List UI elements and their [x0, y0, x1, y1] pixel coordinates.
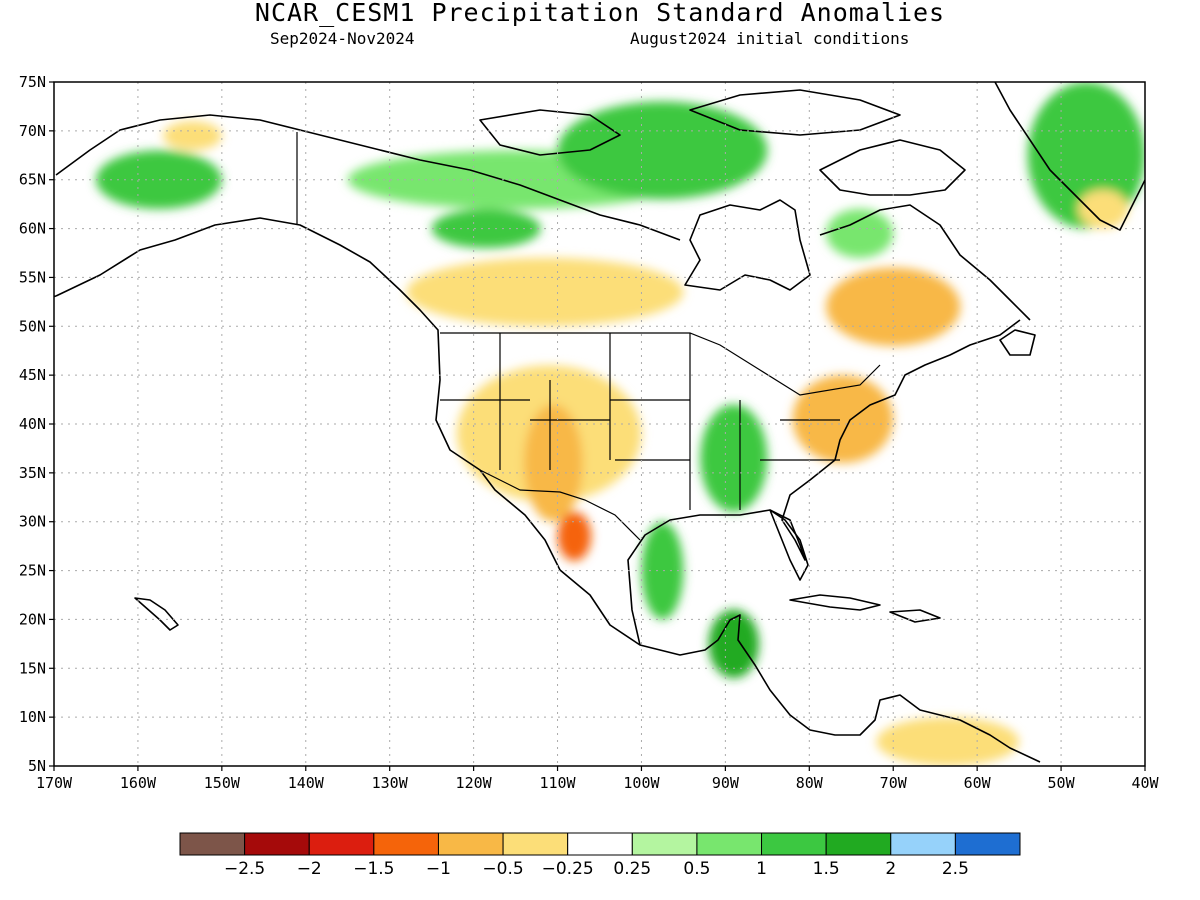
lat-tick-label: 75N [19, 73, 46, 91]
lon-tick-label: 100W [623, 774, 660, 792]
graticule-grid [54, 82, 1145, 766]
political-borders [296, 132, 881, 541]
lat-tick-label: 65N [19, 171, 46, 189]
colorbar-label: 1.5 [813, 859, 840, 879]
florida [769, 509, 809, 581]
anomaly-northeast-us-dry [792, 375, 894, 464]
anomaly-greenland-wet [1027, 82, 1145, 229]
colorbar-swatch [631, 832, 698, 856]
newfoundland [999, 329, 1036, 356]
lon-tick-label: 60W [964, 774, 992, 792]
colorbar-swatch [502, 832, 569, 856]
axis-ticks: 170W 160W 150W 140W 130W 120W 110W 100W 90W 80W 70… [19, 73, 1160, 792]
anomaly-greenland-south-dry [1077, 189, 1129, 229]
colorbar-swatch [437, 832, 504, 856]
us-state-lines [440, 333, 840, 510]
us-canada-border [440, 332, 881, 396]
lat-tick-label: 55N [19, 268, 46, 286]
greenland-coastline [994, 82, 1145, 231]
colorbar-swatch [373, 832, 439, 856]
anomaly-shading [95, 82, 1145, 766]
colorbar-swatch [179, 832, 246, 856]
colorbar-swatch [761, 832, 827, 856]
colorbar-label: 1 [756, 859, 767, 879]
anomaly-central-canada-wet [431, 209, 541, 249]
hawaii [134, 597, 179, 631]
lon-tick-label: 120W [456, 774, 493, 792]
coastlines [54, 82, 1145, 763]
hudson-bay [684, 199, 811, 291]
baffin-island [819, 139, 966, 196]
anomaly-alaska-north-dry [163, 121, 222, 151]
lon-tick-label: 40W [1131, 774, 1159, 792]
map-title: NCAR_CESM1 Precipitation Standard Anomal… [254, 0, 946, 27]
lat-tick-label: 25N [19, 562, 46, 580]
lat-tick-label: 50N [19, 317, 46, 335]
colorbar-swatch [825, 832, 892, 856]
lat-tick-label: 15N [19, 659, 46, 677]
colorbar: −2.5 −2 −1.5 −1 −0.5 −0.25 0.25 0.5 1 1.5 2 2.5 [179, 832, 1021, 879]
anomaly-hudson-bay-east-wet [826, 209, 894, 258]
lat-tick-label: 30N [19, 513, 46, 531]
lat-tick-label: 60N [19, 220, 46, 238]
colorbar-label: −2.5 [224, 859, 265, 879]
initial-conditions: August2024 initial conditions [630, 29, 910, 48]
colorbar-label: 2 [885, 859, 896, 879]
colorbar-swatch [308, 832, 375, 856]
lat-tick-label: 45N [19, 366, 46, 384]
colorbar-swatch [696, 832, 763, 856]
lon-tick-label: 160W [120, 774, 157, 792]
colorbar-label: −1.5 [353, 859, 394, 879]
arctic-coast [55, 114, 681, 241]
lon-tick-label: 90W [712, 774, 740, 792]
colorbar-swatch [890, 832, 956, 856]
colorbar-label: 0.5 [683, 859, 710, 879]
colorbar-label: 2.5 [942, 859, 969, 879]
colorbar-swatch [567, 832, 633, 856]
lon-tick-label: 80W [796, 774, 824, 792]
colorbar-swatch [954, 832, 1021, 856]
lat-tick-label: 20N [19, 610, 46, 628]
colorbar-label: −1 [426, 859, 451, 879]
forecast-period: Sep2024-Nov2024 [270, 29, 415, 48]
lon-tick-label: 140W [288, 774, 325, 792]
hispaniola [889, 609, 941, 623]
lat-tick-label: 5N [28, 757, 46, 775]
colorbar-label: −2 [297, 859, 322, 879]
lat-tick-label: 10N [19, 708, 46, 726]
anomaly-south-america-north-dry [876, 717, 1020, 766]
anomaly-southwest-dry [523, 404, 583, 522]
lon-tick-label: 150W [204, 774, 241, 792]
anomaly-western-canada-dry [406, 257, 684, 327]
anomaly-central-america-wet [708, 609, 759, 679]
us-mexico-border [479, 469, 641, 541]
ellesmere-island [689, 89, 901, 136]
lat-tick-label: 40N [19, 415, 46, 433]
victoria-island [479, 109, 621, 156]
colorbar-swatch [244, 832, 310, 856]
lon-tick-label: 110W [539, 774, 576, 792]
lon-tick-label: 170W [36, 774, 73, 792]
lon-tick-label: 130W [372, 774, 409, 792]
lon-tick-label: 50W [1048, 774, 1076, 792]
lat-tick-label: 35N [19, 464, 46, 482]
anomaly-alaska-west [95, 150, 222, 210]
gulf-coast [627, 319, 1021, 646]
labrador-coast [819, 204, 1031, 321]
lat-tick-label: 70N [19, 122, 46, 140]
cuba [789, 594, 881, 611]
north-america-coastline [55, 217, 1041, 763]
anomaly-texas-gulf-wet [641, 521, 684, 620]
lon-tick-label: 70W [880, 774, 908, 792]
colorbar-label: 0.25 [613, 859, 651, 879]
colorbar-label: −0.25 [542, 859, 594, 879]
anomaly-northern-mexico-dry [557, 511, 592, 561]
anomaly-canadian-arctic-islands [557, 101, 768, 200]
anomaly-mississippi-valley-wet [700, 404, 768, 512]
colorbar-label: −0.5 [482, 859, 523, 879]
